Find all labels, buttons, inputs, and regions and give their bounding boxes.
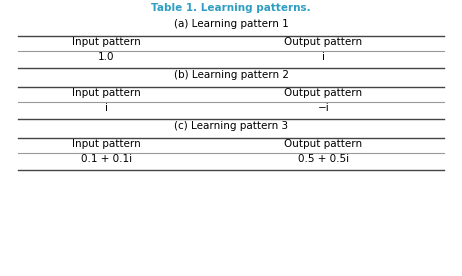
Text: Input pattern: Input pattern (72, 88, 140, 98)
Text: Output pattern: Output pattern (284, 37, 363, 47)
Text: Input pattern: Input pattern (72, 37, 140, 47)
Text: Input pattern: Input pattern (72, 139, 140, 149)
Text: 1.0: 1.0 (98, 52, 115, 62)
Text: i: i (322, 52, 325, 62)
Text: Output pattern: Output pattern (284, 88, 363, 98)
Text: (c) Learning pattern 3: (c) Learning pattern 3 (174, 121, 288, 131)
Text: Output pattern: Output pattern (284, 139, 363, 149)
Text: −i: −i (317, 103, 329, 113)
Text: 0.5 + 0.5i: 0.5 + 0.5i (298, 154, 349, 164)
Text: 0.1 + 0.1i: 0.1 + 0.1i (81, 154, 132, 164)
Text: Table 1. Learning patterns.: Table 1. Learning patterns. (151, 3, 311, 13)
Text: (a) Learning pattern 1: (a) Learning pattern 1 (174, 19, 288, 29)
Text: (b) Learning pattern 2: (b) Learning pattern 2 (174, 70, 288, 80)
Text: i: i (105, 103, 108, 113)
